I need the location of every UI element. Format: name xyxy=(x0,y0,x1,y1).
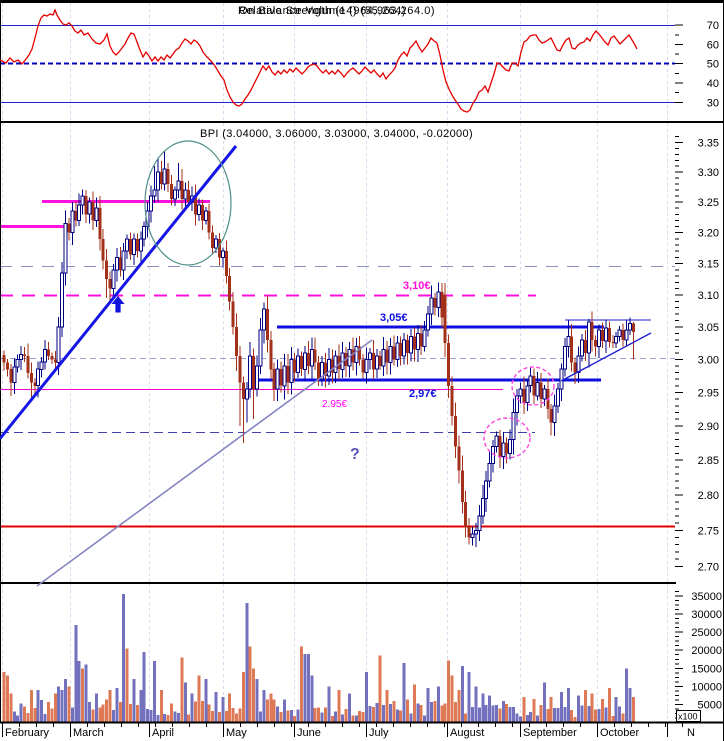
svg-text:3.10: 3.10 xyxy=(698,290,719,302)
svg-text:3.00: 3.00 xyxy=(698,354,719,366)
svg-text:25000: 25000 xyxy=(691,627,722,639)
svg-text:x100: x100 xyxy=(678,712,698,722)
svg-text:3.35: 3.35 xyxy=(698,138,719,150)
svg-text:3,10€: 3,10€ xyxy=(403,280,431,292)
svg-text:2.70: 2.70 xyxy=(698,561,719,573)
svg-text:2.75: 2.75 xyxy=(698,525,719,537)
svg-text:March: March xyxy=(73,727,104,739)
svg-text:5000: 5000 xyxy=(698,699,722,711)
svg-text:30: 30 xyxy=(707,97,719,109)
svg-text:February: February xyxy=(5,727,50,739)
svg-text:2,97€: 2,97€ xyxy=(409,388,437,400)
svg-text:October: October xyxy=(600,727,639,739)
svg-text:3.30: 3.30 xyxy=(698,167,719,179)
svg-text:2.90: 2.90 xyxy=(698,421,719,433)
svg-text:70: 70 xyxy=(707,20,719,32)
svg-text:2.80: 2.80 xyxy=(698,490,719,502)
svg-text:June: June xyxy=(297,727,321,739)
svg-text:July: July xyxy=(369,727,389,739)
svg-text:50: 50 xyxy=(707,59,719,71)
svg-text:2.85: 2.85 xyxy=(698,455,719,467)
svg-text:On Balance Volume (964,963,264: On Balance Volume (964,963,264.0) xyxy=(239,5,435,17)
svg-text:3.20: 3.20 xyxy=(698,228,719,240)
svg-text:40: 40 xyxy=(707,78,719,90)
svg-text:2.95: 2.95 xyxy=(698,387,719,399)
svg-text:April: April xyxy=(152,727,174,739)
svg-text:10000: 10000 xyxy=(691,681,722,693)
svg-text:?: ? xyxy=(350,446,360,463)
svg-text:BPI (3.04000, 3.06000, 3.03000: BPI (3.04000, 3.06000, 3.03000, 3.04000,… xyxy=(200,128,473,140)
svg-text:3.05: 3.05 xyxy=(698,322,719,334)
svg-text:May: May xyxy=(226,727,247,739)
svg-text:3.25: 3.25 xyxy=(698,197,719,209)
svg-text:3.15: 3.15 xyxy=(698,259,719,271)
svg-text:35000: 35000 xyxy=(691,591,722,603)
svg-text:Relative Strength (14) (55,264: Relative Strength (14) (55,264) xyxy=(238,5,406,17)
svg-text:15000: 15000 xyxy=(691,663,722,675)
svg-text:N: N xyxy=(687,727,695,739)
svg-text:3,05€: 3,05€ xyxy=(380,312,408,324)
svg-text:30000: 30000 xyxy=(691,609,722,621)
svg-text:August: August xyxy=(450,727,484,739)
svg-text:60: 60 xyxy=(707,39,719,51)
svg-text:2.95€: 2.95€ xyxy=(322,399,347,410)
svg-text:20000: 20000 xyxy=(691,645,722,657)
svg-text:September: September xyxy=(523,727,577,739)
